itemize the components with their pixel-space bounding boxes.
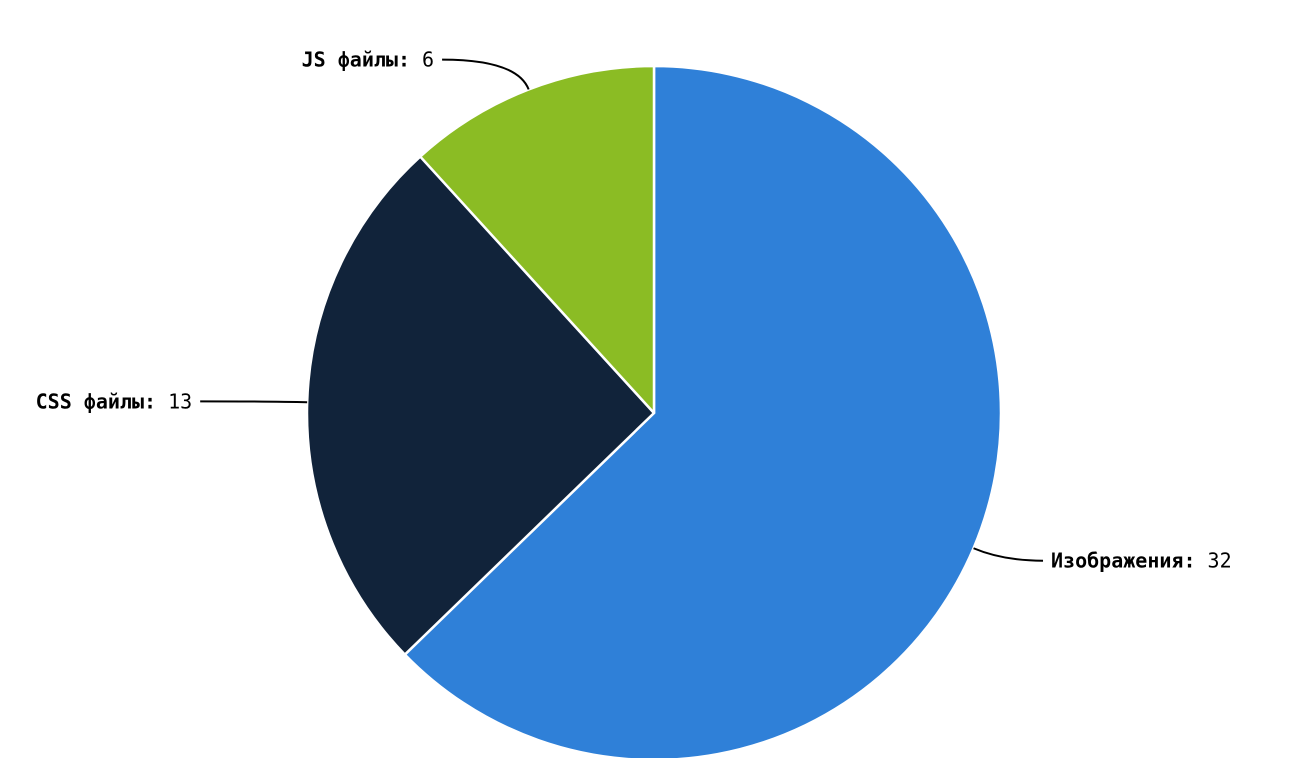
pie-slice-1[interactable] (305, 155, 656, 656)
pie-slice-0[interactable] (403, 64, 1003, 758)
pie-leader-lines (200, 58, 1044, 562)
pie-label-name: Изображения: (1051, 549, 1196, 573)
pie-labels: Изображения: 32 CSS файлы: 13 JS файлы: 6 (36, 48, 1232, 573)
pie-label-value: 13 (156, 389, 192, 413)
pie-label-name: JS файлы: (302, 48, 410, 72)
pie-leader-line-1 (200, 400, 308, 404)
pie-leader-line-2 (442, 58, 530, 90)
pie-label-0: Изображения: 32 (1051, 549, 1232, 573)
pie-slice-2[interactable] (418, 64, 656, 415)
pie-label-value: 32 (1196, 549, 1232, 573)
pie-label-1: CSS файлы: 13 (36, 389, 193, 413)
pie-slices (305, 64, 1003, 758)
pie-label-name: CSS файлы: (36, 389, 156, 413)
pie-label-2: JS файлы: 6 (302, 48, 434, 72)
pie-leader-line-0 (973, 547, 1044, 562)
pie-label-value: 6 (410, 48, 434, 72)
